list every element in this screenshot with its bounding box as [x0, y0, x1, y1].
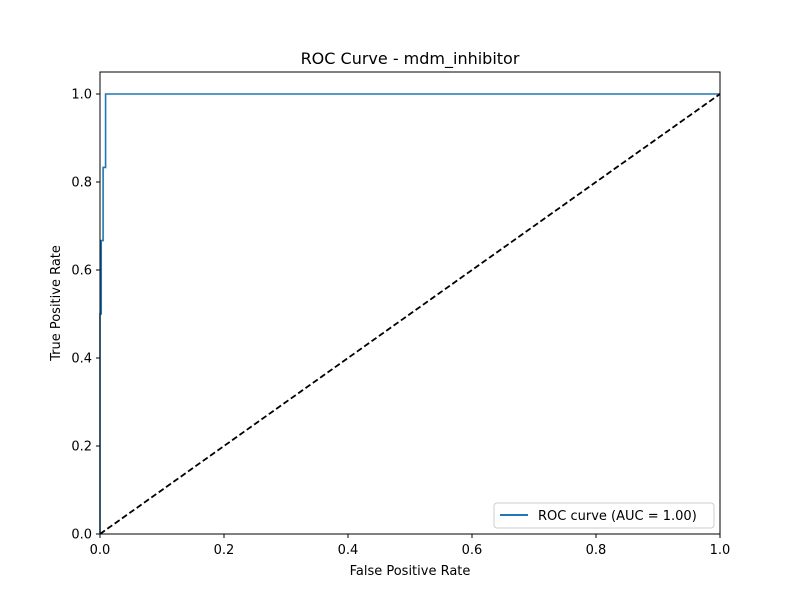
y-tick-label: 0.2 [71, 440, 92, 455]
y-axis-label: True Positive Rate [49, 245, 64, 362]
legend-label-roc-curve: ROC curve (AUC = 1.00) [538, 509, 697, 524]
x-tick-label: 0.2 [214, 543, 235, 558]
x-tick-label: 0.0 [90, 543, 111, 558]
x-tick-label: 0.8 [586, 543, 607, 558]
y-tick-label: 0.0 [71, 528, 92, 543]
x-tick-label: 1.0 [710, 543, 731, 558]
legend: ROC curve (AUC = 1.00) [494, 503, 714, 528]
y-tick-label: 0.4 [71, 352, 92, 367]
chart-title: ROC Curve - mdm_inhibitor [301, 49, 520, 69]
x-tick-label: 0.4 [338, 543, 359, 558]
x-tick-label: 0.6 [462, 543, 483, 558]
y-tick-label: 1.0 [71, 88, 92, 103]
y-tick-label: 0.6 [71, 264, 92, 279]
y-tick-label: 0.8 [71, 176, 92, 191]
x-axis-label: False Positive Rate [350, 564, 471, 579]
